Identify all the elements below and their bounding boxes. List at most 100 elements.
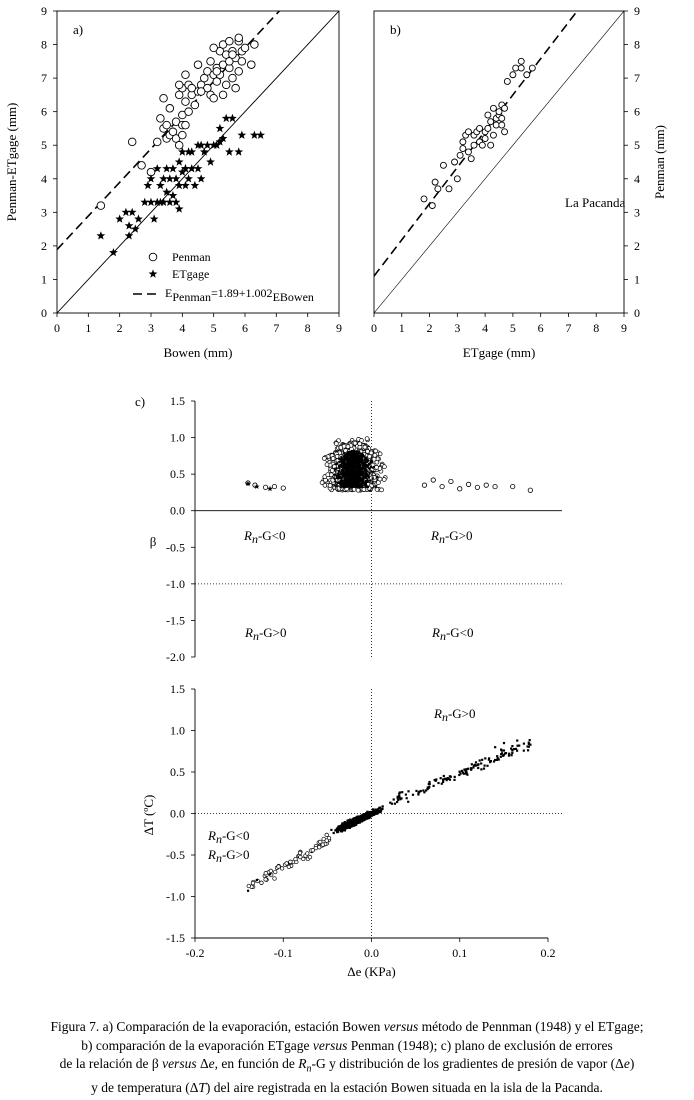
point-penman	[431, 178, 439, 186]
regression-line	[374, 11, 579, 277]
point-etgage	[203, 140, 212, 149]
beta-point	[371, 482, 374, 485]
beta-point	[325, 472, 331, 478]
beta-point	[356, 453, 359, 456]
beta-point	[357, 476, 360, 479]
beta-point	[349, 478, 352, 481]
beta-point	[359, 460, 362, 463]
point-etgage	[225, 147, 234, 156]
y-tick-label: 5	[41, 138, 47, 152]
point-penman	[209, 43, 218, 53]
point-etgage	[174, 180, 184, 190]
beta-point	[357, 465, 360, 468]
beta-point	[355, 481, 357, 484]
beta-point	[329, 468, 335, 473]
dt-point	[527, 742, 530, 745]
beta-point	[342, 472, 345, 475]
dt-point	[442, 779, 445, 782]
equation-coeffs: =1.89+1.002	[211, 286, 273, 300]
beta-point	[350, 472, 353, 475]
dt-point	[392, 798, 395, 801]
dt-point	[470, 768, 473, 771]
beta-point	[373, 448, 379, 454]
beta-point	[342, 464, 345, 467]
caption-segment: b) comparación de la evaporación ETgage	[81, 1037, 313, 1053]
beta-point	[375, 484, 378, 487]
beta-point	[344, 485, 347, 488]
dt-point	[398, 796, 401, 799]
dt-y-tick-label: -1.0	[166, 890, 185, 904]
beta-point	[335, 463, 338, 466]
dt-point	[393, 802, 396, 805]
point-etgage	[199, 147, 209, 156]
y-tick-label: 5	[634, 138, 640, 152]
beta-point	[334, 480, 337, 483]
dt-point	[381, 805, 384, 808]
beta-point	[368, 472, 371, 475]
point-etgage	[187, 147, 197, 156]
beta-point	[360, 469, 363, 472]
point-etgage	[140, 197, 150, 206]
quadrant-base: R	[207, 828, 216, 843]
beta-point	[366, 459, 369, 462]
dt-point	[480, 762, 483, 765]
quadrant-base: R	[431, 625, 440, 640]
beta-point	[361, 487, 367, 492]
quadrant-rest: -G>0	[448, 706, 476, 721]
dt-point	[529, 743, 532, 746]
point-penman	[187, 83, 196, 93]
beta-point	[345, 465, 347, 468]
dt-point	[481, 758, 484, 761]
point-penman	[487, 118, 495, 126]
dt-point	[482, 767, 486, 770]
point-penman	[165, 104, 175, 113]
beta-point	[347, 453, 350, 456]
beta-point	[356, 479, 359, 482]
beta-point	[358, 463, 361, 466]
dt-point	[474, 761, 478, 764]
beta-point	[345, 456, 348, 459]
dt-point	[348, 826, 351, 829]
beta-point	[345, 478, 348, 481]
point-penman	[512, 64, 520, 72]
beta-point	[356, 451, 359, 454]
dt-point	[284, 861, 289, 866]
dt-y-tick-label: -1.5	[166, 931, 185, 945]
dt-point	[330, 828, 333, 831]
beta-point	[343, 477, 346, 479]
beta-point	[360, 471, 363, 474]
dt-point	[389, 801, 392, 804]
dt-point	[340, 827, 343, 831]
beta-point	[334, 467, 337, 470]
dt-point	[348, 819, 351, 822]
beta-point	[351, 484, 354, 487]
dt-point	[396, 800, 399, 804]
y-tick-label: 8	[634, 38, 640, 52]
y-tick-label: 1	[41, 272, 47, 286]
beta-point	[356, 486, 359, 489]
beta-point	[366, 478, 369, 481]
point-penman	[218, 90, 228, 100]
beta-point	[338, 473, 341, 476]
dt-x-tick-label: 0.1	[452, 946, 467, 960]
point-penman	[428, 202, 436, 210]
quadrant-base: R	[433, 706, 442, 721]
beta-point	[348, 481, 351, 484]
dt-point	[352, 822, 355, 825]
dt-y-tick-label: 0.0	[170, 807, 185, 821]
dt-point	[341, 823, 344, 826]
dt-point	[343, 823, 346, 826]
legend-star-marker	[148, 269, 158, 278]
dt-point	[370, 812, 373, 815]
caption-segment: método de Pennman (1948) y el ETgage;	[418, 1019, 644, 1034]
point-etgage	[121, 207, 131, 217]
dt-point	[419, 789, 422, 793]
beta-point	[364, 456, 367, 459]
dt-point	[511, 748, 514, 752]
dt-point	[355, 817, 358, 820]
point-penman	[190, 100, 200, 110]
dt-point	[489, 760, 492, 763]
legend-label-etgage: ETgage	[172, 267, 209, 281]
quadrant-rest: -G<0	[222, 828, 250, 843]
beta-point	[364, 485, 367, 487]
